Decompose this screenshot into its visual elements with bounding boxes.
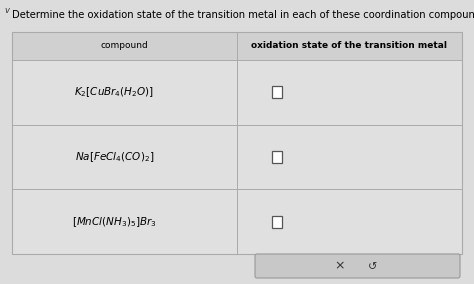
Bar [12,32,462,254]
Text: $K_2\left[CuBr_4\left(H_2O\right)\right]$: $K_2\left[CuBr_4\left(H_2O\right)\right]… [74,85,155,99]
Bar [12,32,462,60]
Bar [272,216,282,228]
Text: $\left[MnCl(NH_3)_5\right]Br_3$: $\left[MnCl(NH_3)_5\right]Br_3$ [72,215,157,229]
Text: oxidation state of the transition metal: oxidation state of the transition metal [252,41,447,51]
Bar [272,86,282,98]
Text: $\circlearrowleft$: $\circlearrowleft$ [365,261,378,271]
Text: Determine the oxidation state of the transition metal in each of these coordinat: Determine the oxidation state of the tra… [12,10,474,20]
Bar [272,151,282,163]
FancyBboxPatch shape [255,254,460,278]
Bar [12,32,462,254]
Text: ×: × [334,260,345,273]
Text: v: v [4,6,9,15]
Text: $Na\left[FeCl_4(CO)_2\right]$: $Na\left[FeCl_4(CO)_2\right]$ [75,150,154,164]
Text: compound: compound [100,41,148,51]
